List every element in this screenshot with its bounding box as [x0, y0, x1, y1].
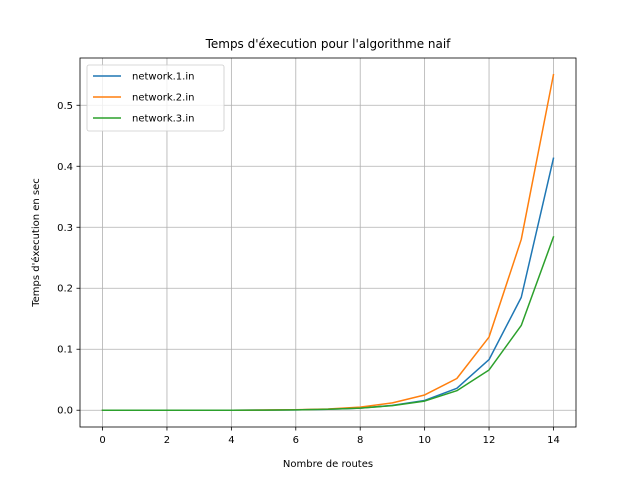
x-tick-label: 14 [547, 435, 560, 446]
legend: network.1.in network.2.in network.3.in [86, 64, 225, 132]
x-tick-label: 2 [164, 435, 170, 446]
plot-frame [79, 57, 577, 428]
x-tick-label: 12 [483, 435, 496, 446]
x-tick-label: 0 [99, 435, 105, 446]
y-tick-label: 0.5 [57, 101, 73, 112]
chart-title: Temps d'éxecution pour l'algorithme naif [205, 37, 452, 51]
y-tick-label: 0.2 [57, 284, 73, 295]
legend-label-2: network.2.in [132, 93, 194, 104]
y-tick-label: 0.0 [57, 406, 73, 417]
x-tick-label: 8 [357, 435, 363, 446]
legend-label-3: network.3.in [132, 114, 194, 125]
legend-label-1: network.1.in [132, 72, 194, 83]
x-axis-label: Nombre de routes [283, 459, 373, 470]
series-line-3 [101, 236, 555, 411]
x-tick-label: 6 [293, 435, 299, 446]
x-tick-label: 4 [228, 435, 234, 446]
y-tick-label: 0.3 [57, 223, 73, 234]
legend-box [86, 64, 225, 132]
series-layer [101, 73, 555, 411]
y-axis-label: Temps d'éxecution en sec [30, 178, 42, 308]
x-tick-label: 10 [418, 435, 431, 446]
axis-ticks: 0 2 4 6 8 10 12 14 0.0 0.1 0.2 0.3 0.4 0.5 [57, 101, 560, 446]
y-tick-label: 0.1 [57, 345, 73, 356]
y-tick-label: 0.4 [57, 162, 73, 173]
